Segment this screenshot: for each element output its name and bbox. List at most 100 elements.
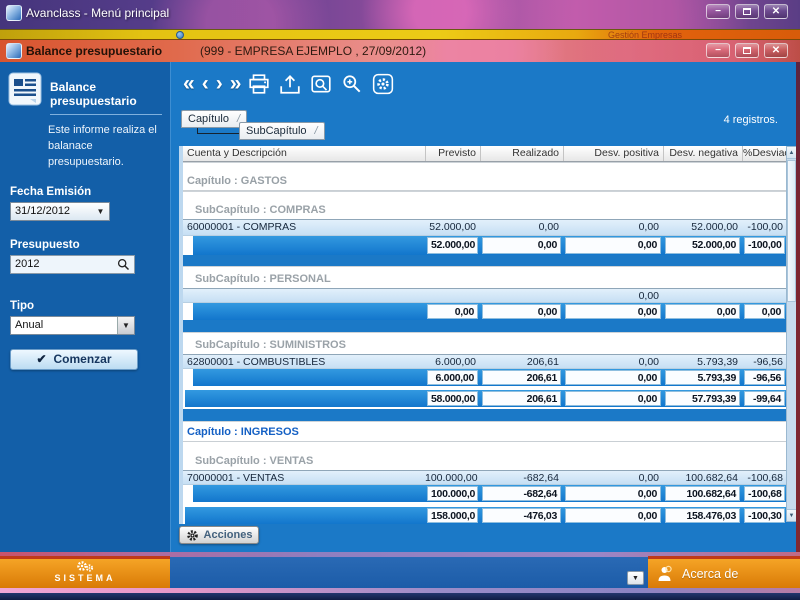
last-page-icon[interactable]: » — [229, 72, 242, 95]
tipo-select[interactable]: Anual ▼ — [10, 315, 135, 335]
cell-account — [183, 289, 425, 302]
previous-page-icon[interactable]: ‹ — [201, 72, 209, 95]
sort-slash-icon: / — [314, 125, 318, 137]
close-button[interactable]: ✕ — [764, 43, 788, 58]
menu-dropdown-button[interactable]: ▼ — [627, 571, 644, 585]
cell-desv-negativa — [663, 289, 742, 302]
column-header: Previsto — [425, 146, 480, 161]
chapter-total-row: 58.000,00 206,61 0,00 57.793,39 -99,64 — [183, 390, 787, 407]
cell-desv-positiva: 0,00 — [638, 356, 659, 368]
table-row[interactable]: 62800001 - COMBUSTIBLES 6.000,00 206,61 … — [183, 354, 787, 369]
first-page-icon[interactable]: « — [183, 72, 195, 95]
cell-realizado: 0,00 — [538, 221, 559, 233]
sidebar-title: Balance presupuestario — [50, 72, 162, 115]
fecha-emision-dropdown[interactable]: 31/12/2012 ▼ — [10, 201, 110, 221]
subtotal-row: 0,00 0,00 0,00 0,00 0,00 — [183, 303, 787, 320]
main-panel: « ‹ › » — [170, 62, 800, 552]
total-cell: 52.000,00 — [427, 237, 478, 254]
report-table: Cuenta y Descripción Previsto Realizado … — [179, 146, 787, 524]
total-cell: 0,00 — [565, 486, 661, 501]
total-bar — [193, 236, 425, 255]
sidebar: Balance presupuestario Este informe real… — [0, 62, 170, 552]
scroll-down-icon[interactable]: ▼ — [787, 509, 796, 521]
subtotal-row: 6.000,00 206,61 0,00 5.793,39 -96,56 — [183, 369, 787, 386]
grand-total-row: 158.000,0 -476,03 0,00 158.476,03 -100,3… — [183, 507, 787, 524]
cell-realizado — [480, 289, 563, 302]
total-cell: 0,00 — [565, 508, 661, 523]
total-cell: 206,61 — [482, 391, 561, 406]
total-cell: 5.793,39 — [665, 370, 740, 385]
subgroup-header: SubCapítulo : VENTAS — [195, 455, 314, 467]
group-header: Capítulo : GASTOS — [183, 163, 787, 191]
total-bar — [193, 485, 425, 502]
tab-subcapitulo[interactable]: SubCapítulo / — [239, 122, 325, 140]
total-bar — [185, 390, 425, 407]
sistema-menu-button[interactable]: SISTEMA — [0, 556, 170, 588]
inner-window-subtitle: (999 - EMPRESA EJEMPLO , 27/09/2012) — [200, 44, 427, 58]
scrollbar-thumb[interactable] — [787, 160, 796, 302]
presupuesto-label: Presupuesto — [10, 238, 80, 251]
table-row[interactable]: 70000001 - VENTAS 100.000,00 -682,64 0,0… — [183, 470, 787, 485]
scroll-up-icon[interactable]: ▲ — [787, 147, 796, 159]
print-icon[interactable] — [248, 73, 270, 95]
column-header: Cuenta y Descripción — [187, 147, 287, 159]
tab-capitulo[interactable]: Capítulo / — [181, 110, 248, 128]
total-bar — [193, 303, 425, 320]
cell-desviacion: -100,68 — [747, 472, 783, 484]
preview-icon[interactable] — [310, 73, 332, 95]
search-icon[interactable] — [116, 257, 131, 272]
next-page-icon[interactable]: › — [215, 72, 223, 95]
minimize-button[interactable]: − — [706, 43, 730, 58]
column-header: Realizado — [480, 146, 563, 161]
table-header: Cuenta y Descripción Previsto Realizado … — [183, 146, 787, 162]
tipo-label: Tipo — [10, 299, 35, 312]
check-icon: ✔ — [36, 352, 47, 367]
comenzar-button[interactable]: ✔ Comenzar — [10, 348, 138, 370]
total-cell: 0,00 — [565, 370, 661, 385]
table-row[interactable]: 0,00 — [183, 288, 787, 303]
comenzar-label: Comenzar — [53, 352, 112, 367]
total-cell: -100,68 — [744, 486, 785, 501]
tabs-row: Capítulo / SubCapítulo / 4 registros. — [171, 108, 800, 148]
cell-previsto: 100.000,00 — [425, 472, 478, 484]
maximize-icon — [743, 47, 751, 54]
cell-realizado: -682,64 — [523, 472, 559, 484]
settings-icon[interactable] — [372, 73, 394, 95]
chevron-down-icon[interactable]: ▼ — [117, 316, 134, 334]
total-cell: 0,00 — [565, 237, 661, 254]
total-cell: 0,00 — [565, 304, 661, 319]
subtotal-row: 100.000,0 -682,64 0,00 100.682,64 -100,6… — [183, 485, 787, 502]
total-cell: -96,56 — [744, 370, 785, 385]
outer-window-title: Avanclass - Menú principal — [26, 6, 170, 20]
bottom-menubar: SISTEMA ▼ Acerca de — [0, 556, 800, 588]
section-separator — [183, 409, 787, 421]
acciones-button[interactable]: Acciones — [179, 526, 259, 544]
maximize-button[interactable] — [735, 43, 759, 58]
total-cell: -100,30 — [744, 508, 785, 523]
column-header: Desv. negativa — [663, 146, 742, 161]
export-icon[interactable] — [279, 73, 301, 95]
section-separator — [183, 320, 787, 332]
total-cell: 6.000,00 — [427, 370, 478, 385]
chevron-down-icon[interactable]: ▼ — [96, 206, 105, 216]
maximize-button[interactable] — [735, 4, 759, 19]
cell-desviacion — [742, 289, 787, 302]
divider-strip — [0, 552, 800, 557]
gears-icon — [77, 561, 94, 572]
minimize-button[interactable]: − — [706, 4, 730, 19]
total-cell: 52.000,00 — [665, 237, 740, 254]
total-cell: 100.682,64 — [665, 486, 740, 501]
subgroup-header: SubCapítulo : SUMINISTROS — [195, 339, 346, 351]
presupuesto-value: 2012 — [15, 258, 40, 271]
cell-desviacion: -100,00 — [747, 221, 783, 233]
total-cell: 0,00 — [427, 304, 478, 319]
strip-dot-icon — [176, 31, 184, 39]
divider-strip — [0, 588, 800, 593]
close-button[interactable]: ✕ — [764, 4, 788, 19]
acerca-de-button[interactable]: Acerca de — [648, 556, 800, 588]
presupuesto-input[interactable]: 2012 — [10, 254, 135, 274]
fecha-emision-value: 31/12/2012 — [15, 205, 71, 218]
table-row[interactable]: 60000001 - COMPRAS 52.000,00 0,00 0,00 5… — [183, 219, 787, 236]
zoom-icon[interactable] — [341, 73, 363, 95]
